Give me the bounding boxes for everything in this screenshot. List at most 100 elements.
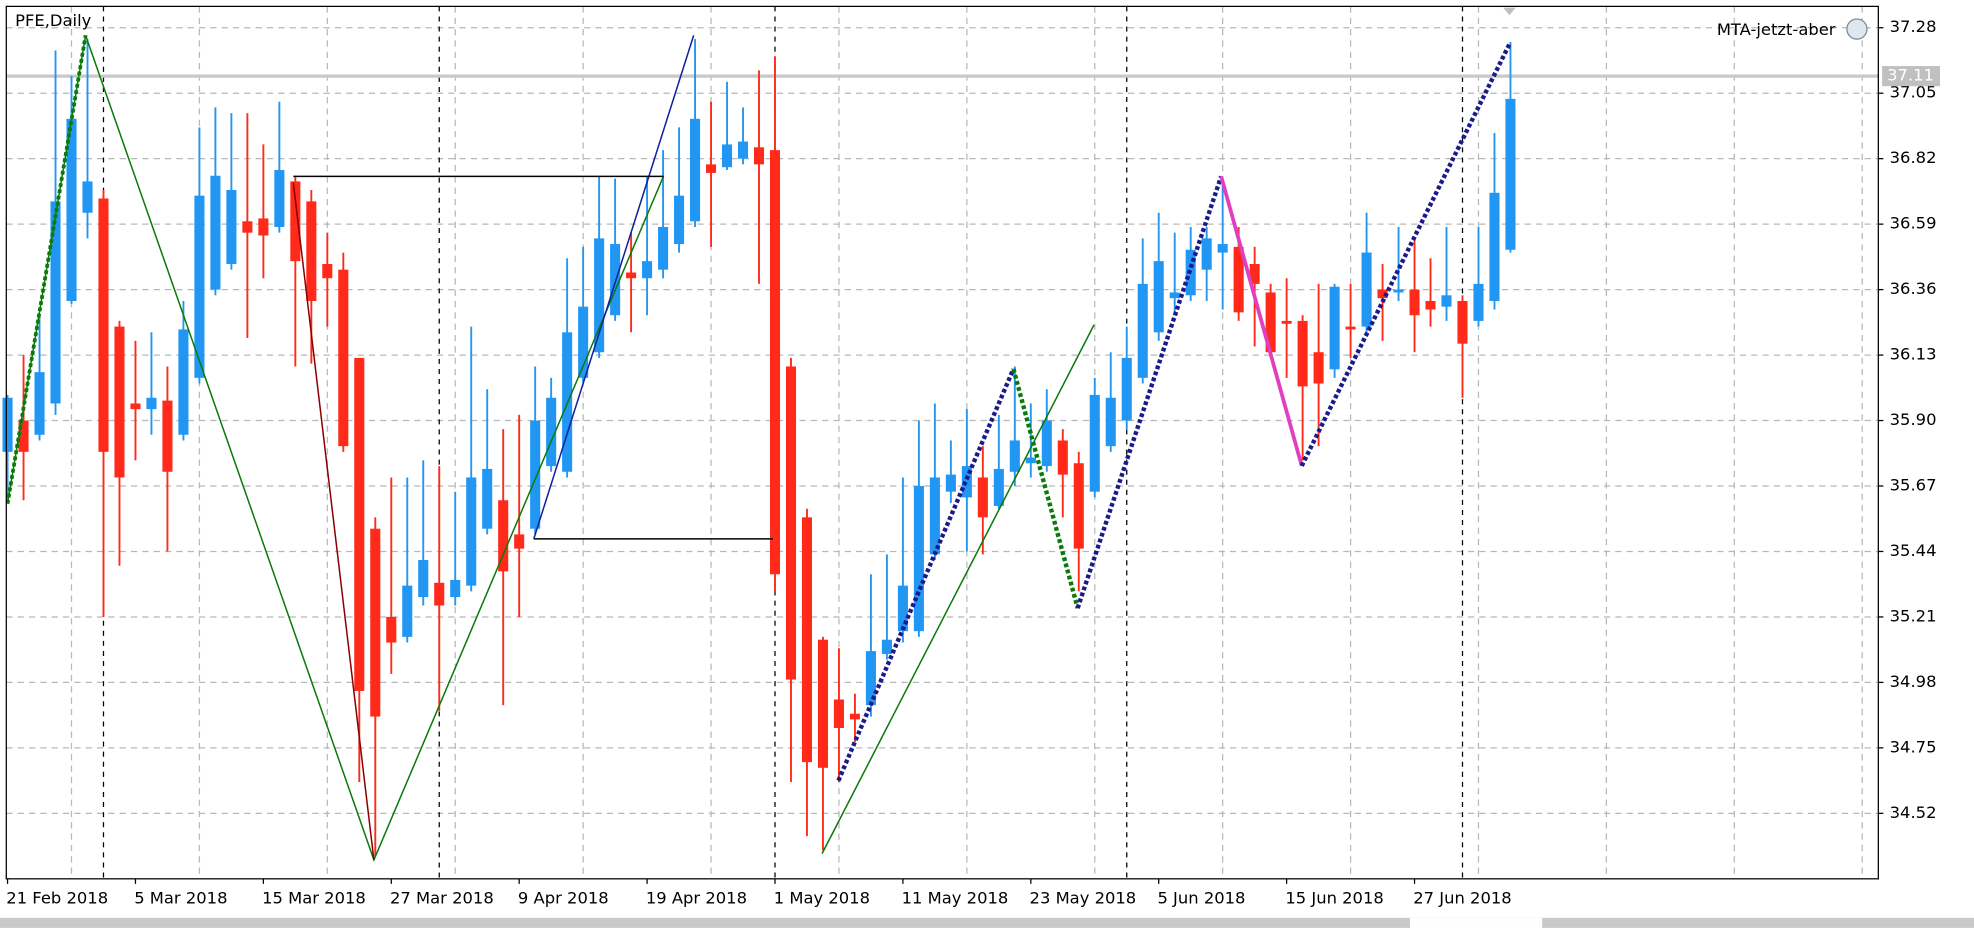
price-tag-label: 37.11	[1887, 66, 1934, 85]
x-tick-label: 27 Mar 2018	[390, 888, 494, 907]
candle-body	[626, 272, 637, 279]
candle-body	[977, 477, 988, 518]
y-tick-label: 35.90	[1890, 410, 1937, 429]
tab	[1410, 917, 1543, 928]
candle-body	[706, 164, 717, 173]
candle-body	[18, 420, 29, 452]
candle-body	[290, 181, 301, 262]
candle-body	[961, 466, 972, 498]
x-tick-label: 23 May 2018	[1030, 888, 1137, 907]
candle-body	[1441, 295, 1452, 307]
candle-body	[162, 400, 173, 472]
y-tick-label: 36.82	[1890, 148, 1937, 167]
zigzag-line	[6, 35, 665, 863]
candle-body	[1361, 252, 1372, 327]
candle-body	[1473, 283, 1484, 321]
candle-body	[1137, 283, 1148, 378]
candle-body	[1249, 263, 1260, 284]
chart-title: PFE,Daily	[15, 11, 92, 30]
candle-body	[1345, 326, 1356, 330]
y-tick-label: 37.05	[1890, 83, 1937, 102]
candle-body	[146, 397, 157, 410]
x-tick-label: 11 May 2018	[902, 888, 1009, 907]
candle-body	[418, 560, 429, 598]
x-tick-label: 9 Apr 2018	[518, 888, 609, 907]
candle-body	[514, 534, 525, 549]
candle-body	[817, 639, 828, 768]
candle-body	[833, 699, 844, 728]
price-tag	[1882, 66, 1941, 87]
candle-body	[386, 616, 397, 643]
y-tick-label: 35.44	[1890, 541, 1937, 560]
candle-body	[642, 261, 653, 279]
candle-body	[178, 329, 189, 435]
candle-body	[50, 201, 61, 404]
candle-body	[338, 269, 349, 447]
candle-body	[1025, 457, 1036, 464]
candle-body	[865, 651, 876, 706]
candle-body	[737, 141, 749, 159]
axis: 37.28 37.05 36.82 36.59 36.36 36.13 35.90 35.67…	[6, 17, 1941, 907]
candle-body	[466, 477, 477, 586]
candle-body	[769, 150, 781, 575]
candle-body	[1505, 98, 1516, 250]
x-tick-label: 1 May 2018	[774, 888, 870, 907]
grid	[6, 6, 1879, 879]
candle-body	[913, 486, 924, 632]
candle-body	[674, 195, 685, 245]
candle-body	[322, 263, 333, 279]
wave-dotted	[836, 368, 1016, 782]
plot-frame	[5, 5, 1879, 880]
candle-body	[1057, 440, 1068, 475]
x-tick-label: 15 Mar 2018	[262, 888, 366, 907]
candle-body	[1153, 261, 1164, 333]
candle-body	[498, 500, 509, 572]
candle-body	[1105, 397, 1116, 447]
candle-body	[2, 397, 13, 452]
candle-body	[242, 221, 253, 233]
candle-body	[1313, 352, 1324, 384]
candle-body	[114, 326, 125, 478]
candle-body	[1377, 289, 1388, 299]
candle-body	[1089, 394, 1100, 492]
x-tick-label: 27 Jun 2018	[1413, 888, 1511, 907]
candle-body	[849, 713, 860, 720]
candle-body	[66, 118, 77, 301]
candle-body	[450, 579, 461, 598]
x-tick-label: 19 Apr 2018	[646, 888, 747, 907]
candle-body	[610, 244, 621, 316]
y-tick-label: 37.28	[1890, 17, 1937, 36]
y-tick-label: 34.52	[1890, 803, 1937, 822]
x-tick-label: 5 Jun 2018	[1157, 888, 1245, 907]
candle-body	[1121, 357, 1132, 421]
candle-body	[945, 474, 956, 492]
candle-body	[690, 118, 701, 222]
wave-dotted	[1075, 175, 1224, 609]
candle-body	[434, 582, 445, 606]
candle-body	[993, 468, 1004, 506]
candle-body	[1409, 289, 1420, 316]
indicator-icon	[1846, 18, 1868, 40]
candle-body	[594, 238, 605, 353]
candle-body	[1281, 320, 1292, 324]
candle-body	[1073, 463, 1084, 549]
candle-body	[1457, 300, 1468, 344]
candle-body	[194, 195, 205, 378]
candle-body	[258, 218, 269, 236]
candle-body	[1217, 244, 1228, 253]
candle-body	[929, 477, 940, 555]
trend-line	[533, 35, 695, 540]
y-tick-label: 36.36	[1890, 279, 1937, 298]
y-tick-label: 35.67	[1890, 476, 1937, 495]
candle-body	[274, 170, 285, 227]
candle-body	[1169, 292, 1180, 299]
candle-body	[753, 147, 765, 165]
candle-body	[354, 357, 365, 691]
candle-body	[578, 306, 589, 378]
candle-body	[721, 144, 733, 168]
candle-body	[1041, 420, 1052, 467]
status-strip	[0, 917, 1974, 928]
